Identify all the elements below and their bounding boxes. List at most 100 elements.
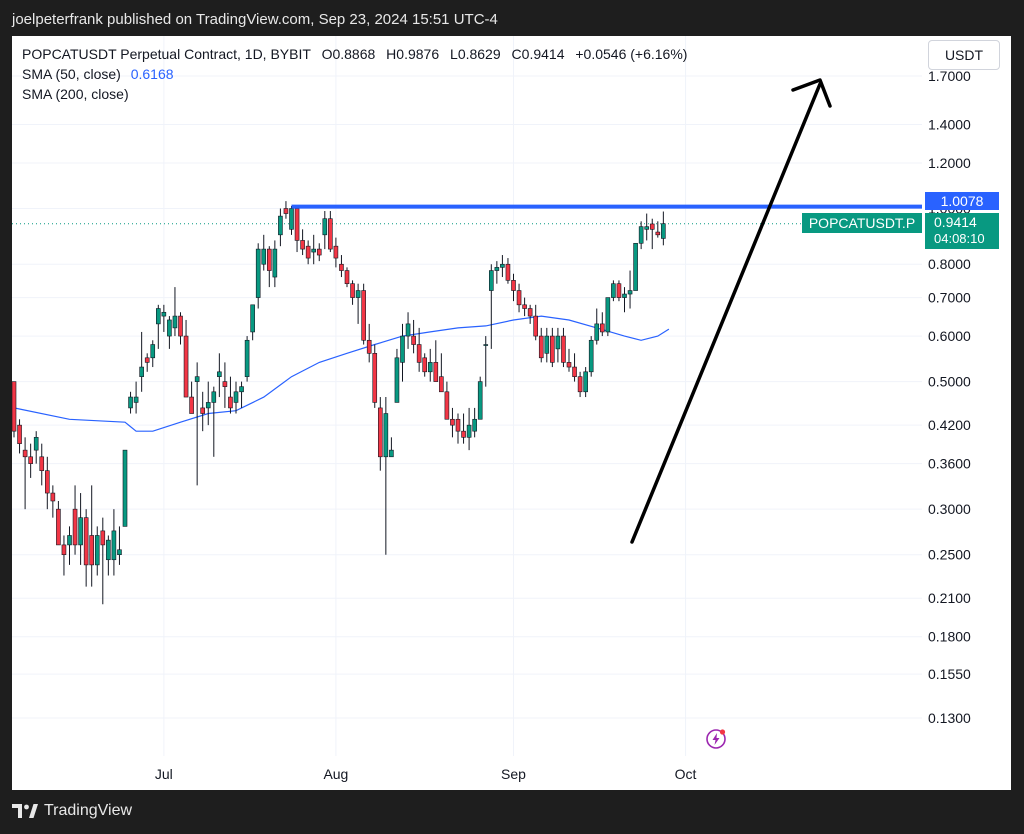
candle xyxy=(511,273,516,302)
sma50-label: SMA (50, close) xyxy=(22,66,121,82)
candle-body xyxy=(178,315,183,337)
sma50-line-layer xyxy=(13,315,670,432)
candle-body xyxy=(416,344,422,363)
y-tick-label: 1.4000 xyxy=(928,116,971,132)
candle-body xyxy=(139,366,144,377)
candle xyxy=(294,206,300,253)
candle xyxy=(538,327,544,363)
candle-body xyxy=(633,242,638,291)
candle-body xyxy=(44,470,50,494)
candle xyxy=(588,336,594,377)
candle-body xyxy=(83,517,89,566)
currency-button[interactable]: USDT xyxy=(928,40,1000,70)
last-price-value: 0.9414 xyxy=(934,214,977,230)
candle-body xyxy=(217,371,222,377)
price-axis[interactable]: 1.70001.40001.20001.00000.80000.70000.60… xyxy=(928,68,971,726)
candle-body xyxy=(477,381,483,420)
candle-body xyxy=(328,218,333,250)
candle xyxy=(583,367,588,398)
candle-body xyxy=(311,248,317,253)
bolt-icon[interactable] xyxy=(705,728,727,750)
candle-body xyxy=(261,248,267,265)
ohlc-c-label: C xyxy=(511,46,522,62)
candle xyxy=(94,526,100,576)
candle-body xyxy=(106,539,111,561)
candle xyxy=(350,280,355,305)
candle xyxy=(244,336,250,382)
y-tick-label: 0.6000 xyxy=(928,328,971,344)
candle-body xyxy=(366,339,372,354)
candle xyxy=(344,267,350,288)
candle xyxy=(522,297,527,317)
candle xyxy=(239,381,244,408)
sma50-legend[interactable]: SMA (50, close) 0.6168 xyxy=(22,64,687,84)
candle xyxy=(422,353,428,377)
y-tick-label: 0.2500 xyxy=(928,547,971,563)
candle xyxy=(89,485,94,587)
candle-body xyxy=(150,344,156,359)
candle xyxy=(466,407,472,451)
candle-body xyxy=(172,315,178,329)
candle-body xyxy=(644,226,650,230)
footer-bar xyxy=(0,790,1024,834)
candle-body xyxy=(22,449,28,458)
candle xyxy=(78,493,83,565)
candle-body xyxy=(67,535,72,546)
candle-body xyxy=(322,218,328,236)
candle-body xyxy=(12,381,17,432)
candle xyxy=(355,283,361,324)
y-tick-label: 0.8000 xyxy=(928,256,971,272)
candle xyxy=(383,397,389,555)
candle xyxy=(261,234,267,271)
candle xyxy=(527,304,533,324)
candle xyxy=(411,319,416,354)
candle xyxy=(167,316,172,349)
candle xyxy=(194,362,200,486)
ohlc-change: +0.0546 (+6.16%) xyxy=(575,46,688,62)
candle xyxy=(150,340,156,368)
candle-body xyxy=(122,449,128,527)
candle xyxy=(649,218,655,250)
time-axis[interactable]: Jul Aug Sep Oct xyxy=(155,766,697,782)
candle xyxy=(217,353,222,398)
y-tick-label: 0.7000 xyxy=(928,290,971,306)
candle xyxy=(494,261,500,284)
y-tick-label: 0.1800 xyxy=(928,629,971,645)
candle-body xyxy=(355,290,361,298)
candle xyxy=(305,240,311,265)
candle xyxy=(183,319,189,398)
candle-body xyxy=(117,549,122,555)
tv-logo-icon xyxy=(12,804,38,818)
grid xyxy=(12,36,922,756)
candle-body xyxy=(516,290,522,306)
candle xyxy=(477,376,483,420)
candle xyxy=(594,308,600,345)
candle xyxy=(161,304,167,332)
y-tick-label: 1.2000 xyxy=(928,155,971,171)
candle xyxy=(311,234,317,265)
candle xyxy=(488,264,494,349)
symbol-title: POPCATUSDT Perpetual Contract, 1D, BYBIT xyxy=(22,46,311,62)
candle-body xyxy=(61,544,67,555)
candle-body xyxy=(89,535,94,566)
chart-panel[interactable]: 1.70001.40001.20001.00000.80000.70000.60… xyxy=(12,36,1011,790)
candle-body xyxy=(555,335,561,350)
candle xyxy=(106,535,111,576)
candle xyxy=(633,242,638,291)
candle xyxy=(611,280,616,302)
publish-header: joelpeterfrank published on TradingView.… xyxy=(0,0,1024,36)
candle xyxy=(267,246,272,288)
candle xyxy=(605,297,611,337)
candle xyxy=(228,376,233,414)
candle-body xyxy=(305,245,311,259)
candle xyxy=(566,348,572,372)
x-tick-label: Sep xyxy=(501,766,526,782)
candle-body xyxy=(483,344,489,346)
candle-body xyxy=(94,535,100,566)
candle-body xyxy=(439,376,444,393)
candle-body xyxy=(450,418,455,426)
x-tick-label: Aug xyxy=(323,766,348,782)
sma200-legend[interactable]: SMA (200, close) xyxy=(22,84,687,104)
tradingview-logo[interactable]: TradingView xyxy=(12,802,132,820)
price-chart[interactable]: 1.70001.40001.20001.00000.80000.70000.60… xyxy=(12,36,1011,790)
